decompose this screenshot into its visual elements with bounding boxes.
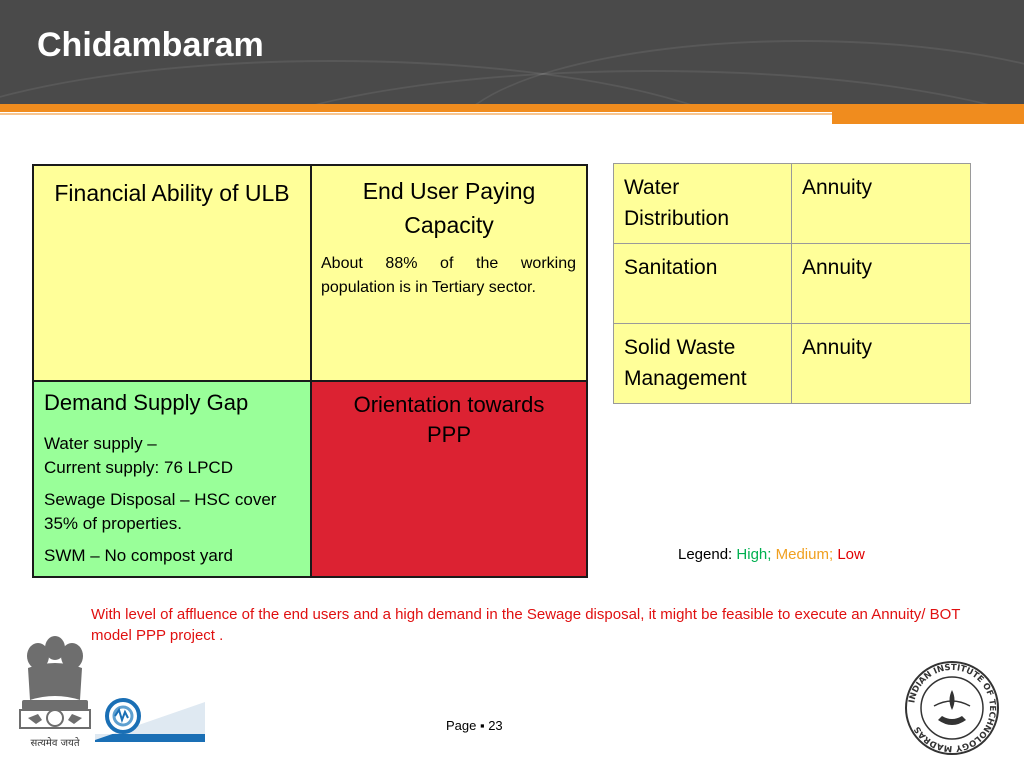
table-row: Sanitation Annuity: [613, 243, 971, 324]
quadrant-heading: Orientation towards PPP: [353, 392, 545, 447]
title-bar: Chidambaram: [0, 0, 1024, 104]
legend-low: Low: [837, 546, 865, 563]
table-row: Solid Waste Management Annuity: [613, 323, 971, 404]
quadrant-financial-ability: Financial Ability of ULB: [32, 164, 312, 382]
demand-line: SWM – No compost yard: [44, 546, 233, 565]
quadrant-orientation: Orientation towards PPP: [310, 380, 588, 578]
sector-cell: Water Distribution: [613, 163, 792, 244]
quadrant-heading: Demand Supply Gap: [44, 390, 249, 415]
partner-logo-icon: [95, 698, 205, 742]
quadrant-heading: End User Paying Capacity: [362, 178, 536, 238]
slide-title: Chidambaram: [37, 26, 264, 64]
sector-cell: Solid Waste Management: [613, 323, 792, 404]
legend-label: Legend:: [678, 546, 733, 563]
page-number: Page ▪ 23: [446, 718, 503, 733]
legend-high: High;: [736, 546, 772, 563]
conclusion-note: With level of affluence of the end users…: [91, 606, 961, 644]
quadrant-body: About 88% of the working population is i…: [321, 255, 576, 296]
model-cell: Annuity: [791, 323, 971, 404]
accent-line: [0, 113, 832, 115]
sector-model-table: Water Distribution Annuity Sanitation An…: [613, 163, 971, 404]
demand-line: Sewage Disposal – HSC cover 35% of prope…: [44, 490, 277, 533]
table-row: Water Distribution Annuity: [613, 163, 971, 244]
demand-line: Current supply: 76 LPCD: [44, 458, 233, 477]
quadrant-demand-supply: Demand Supply Gap Water supply – Current…: [32, 380, 312, 578]
demand-line: Water supply –: [44, 434, 157, 453]
sector-cell: Sanitation: [613, 243, 792, 324]
accent-step: [832, 112, 1024, 124]
model-cell: Annuity: [791, 243, 971, 324]
accent-bar: [0, 104, 1024, 112]
model-cell: Annuity: [791, 163, 971, 244]
quadrant-end-user: End User Paying Capacity About 88% of th…: [310, 164, 588, 382]
iit-madras-seal-icon: INDIAN INSTITUTE OF TECHNOLOGY MADRAS: [905, 661, 999, 755]
emblem-motto: सत्यमेव जयते: [30, 737, 79, 749]
national-emblem-icon: सत्यमेव जयते: [19, 636, 91, 749]
legend: Legend: High; Medium; Low: [678, 546, 865, 563]
legend-medium: Medium;: [775, 546, 834, 563]
quadrant-heading: Financial Ability of ULB: [54, 180, 290, 206]
